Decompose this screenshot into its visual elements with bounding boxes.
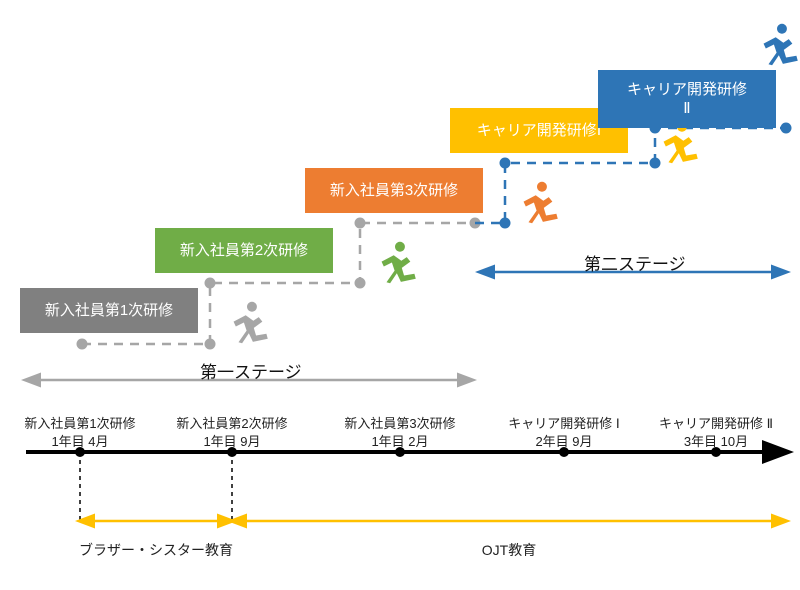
step-dot <box>205 278 216 289</box>
stage-label-1: 第一ステージ <box>200 358 302 383</box>
training-roadmap-diagram: { "canvas": { "width": 800, "height": 59… <box>0 0 800 590</box>
step-box-2: 新入社員第2次研修 <box>155 228 333 273</box>
runner-icon-1 <box>234 302 268 343</box>
runner-icon-5 <box>764 24 798 65</box>
timeline-label-1: 新入社員第1次研修 1年目 4月 <box>5 415 155 450</box>
timeline-label-2: 新入社員第2次研修 1年目 9月 <box>157 415 307 450</box>
step-dot <box>77 339 88 350</box>
step-box-3: 新入社員第3次研修 <box>305 168 483 213</box>
stage-label-2: 第二ステージ <box>584 250 686 275</box>
step-dot <box>500 158 511 169</box>
step-dot <box>205 339 216 350</box>
step-dot <box>355 218 366 229</box>
education-label-2: OJT教育 <box>399 540 619 560</box>
runner-icon-3 <box>524 182 558 223</box>
runner-icon-2 <box>382 242 416 283</box>
step-box-5: キャリア開発研修 Ⅱ <box>598 70 776 128</box>
timeline-label-4: キャリア開発研修 Ⅰ 2年目 9月 <box>489 415 639 450</box>
timeline-label-3: 新入社員第3次研修 1年目 2月 <box>325 415 475 450</box>
step-box-1: 新入社員第1次研修 <box>20 288 198 333</box>
step-dot <box>781 123 792 134</box>
step-dot <box>500 218 511 229</box>
step-dot <box>355 278 366 289</box>
education-label-1: ブラザー・シスター教育 <box>46 540 266 560</box>
step-dot <box>650 158 661 169</box>
timeline-label-5: キャリア開発研修 Ⅱ 3年目 10月 <box>641 415 791 450</box>
